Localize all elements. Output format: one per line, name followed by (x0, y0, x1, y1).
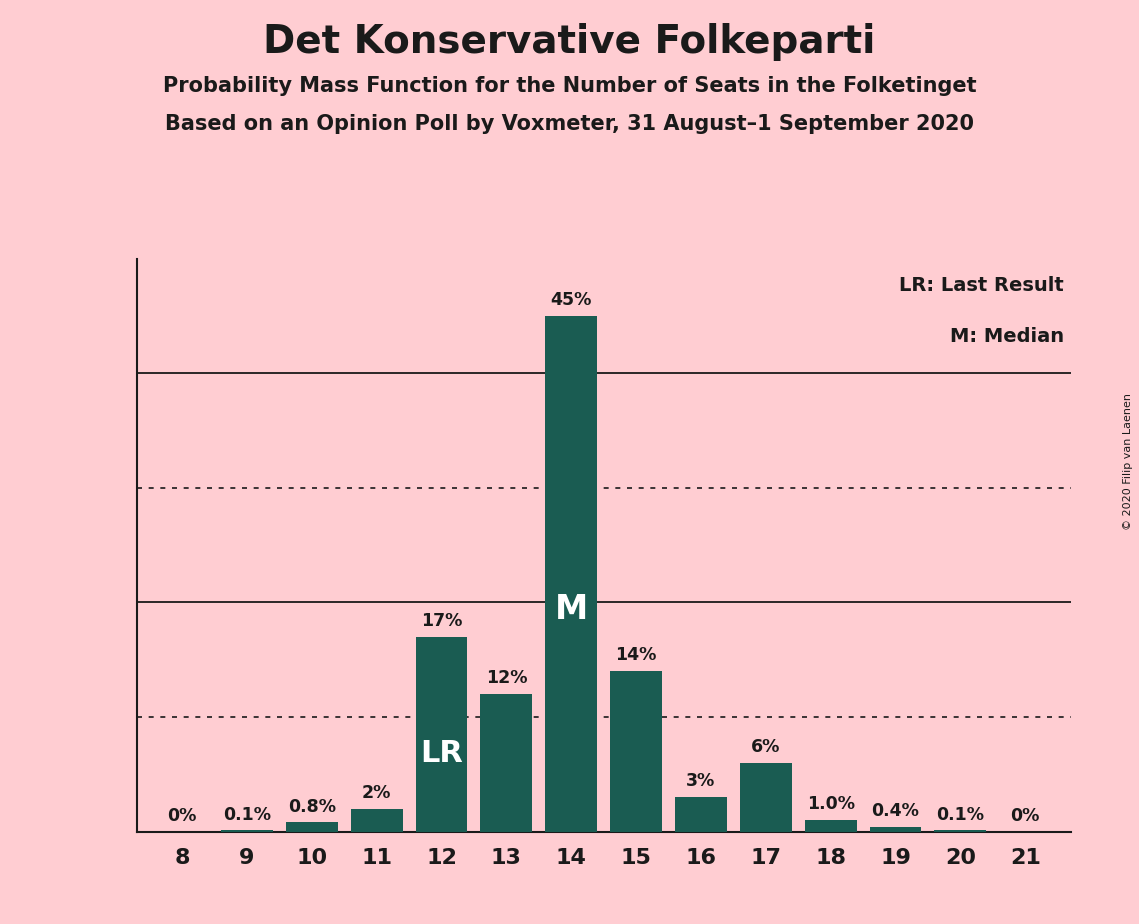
Bar (416, 637, 467, 832)
Text: 14%: 14% (615, 646, 657, 664)
Bar (740, 763, 792, 832)
Text: Det Konservative Folkeparti: Det Konservative Folkeparti (263, 23, 876, 61)
Text: 6%: 6% (751, 738, 780, 756)
Text: 12%: 12% (485, 669, 527, 687)
Text: © 2020 Filip van Laenen: © 2020 Filip van Laenen (1123, 394, 1133, 530)
Bar (286, 822, 338, 832)
Text: 0%: 0% (1010, 807, 1040, 825)
Bar (221, 831, 273, 832)
Text: 0.1%: 0.1% (936, 806, 984, 823)
Bar (546, 316, 597, 832)
Bar (675, 797, 727, 832)
Bar (934, 831, 986, 832)
Text: Probability Mass Function for the Number of Seats in the Folketinget: Probability Mass Function for the Number… (163, 76, 976, 96)
Bar (869, 827, 921, 832)
Text: 3%: 3% (687, 772, 715, 790)
Text: 0.4%: 0.4% (871, 802, 919, 821)
Text: 2%: 2% (362, 784, 392, 802)
Bar (611, 671, 662, 832)
Text: M: Median: M: Median (950, 327, 1064, 346)
Text: 17%: 17% (420, 612, 462, 630)
Text: 1.0%: 1.0% (806, 796, 854, 813)
Text: LR: Last Result: LR: Last Result (900, 276, 1064, 295)
Text: Based on an Opinion Poll by Voxmeter, 31 August–1 September 2020: Based on an Opinion Poll by Voxmeter, 31… (165, 114, 974, 134)
Text: M: M (555, 593, 588, 626)
Bar (805, 821, 857, 832)
Text: 0.1%: 0.1% (223, 806, 271, 823)
Text: 45%: 45% (550, 291, 592, 310)
Text: LR: LR (420, 739, 462, 768)
Bar (351, 808, 402, 832)
Text: 0.8%: 0.8% (288, 797, 336, 816)
Bar (481, 694, 532, 832)
Text: 0%: 0% (167, 807, 197, 825)
